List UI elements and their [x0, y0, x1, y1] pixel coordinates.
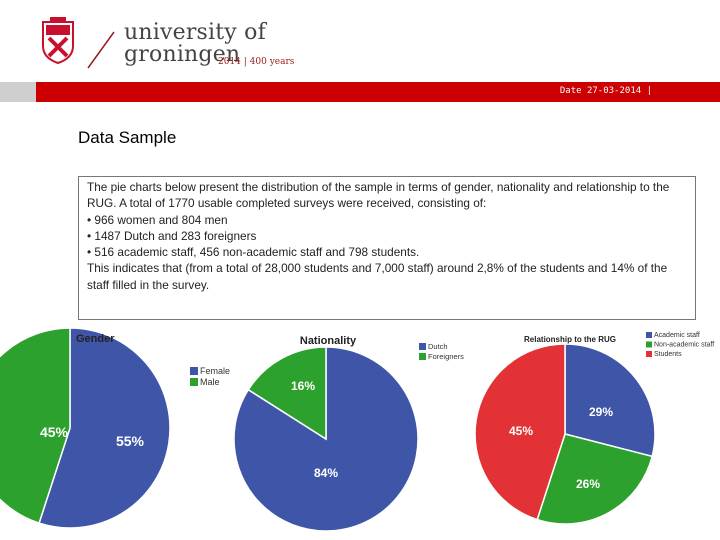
legend-label: Dutch: [428, 342, 448, 351]
slice-label: 55%: [116, 433, 145, 449]
slice-label: 26%: [576, 477, 600, 491]
bullet-text: 1487 Dutch and 283 foreigners: [94, 228, 257, 243]
legend-swatch: [419, 343, 426, 350]
university-crest-icon: [42, 17, 74, 64]
legend-label: Non-academic staff: [654, 342, 714, 349]
conclusion-text: This indicates that (from a total of 28,…: [87, 261, 668, 292]
slash-divider: [87, 31, 115, 69]
slice-label: 45%: [40, 424, 69, 440]
chart-title: Gender: [76, 333, 115, 345]
slice-label: 84%: [314, 466, 338, 480]
slice-label: 16%: [291, 379, 315, 393]
pie-chart-3: 29% 26% 45% Relationship to the RUG Academic…: [474, 332, 714, 525]
bullet-text: 966 women and 804 men: [94, 212, 228, 227]
bullet-text: 516 academic staff, 456 non-academic sta…: [94, 245, 420, 260]
header-red-bar: [0, 82, 720, 102]
chart-title: Relationship to the RUG: [524, 335, 616, 344]
legend-label: Male: [200, 377, 220, 387]
pie-slice: [474, 343, 566, 521]
pie-slice: [536, 433, 654, 525]
legend-swatch: [646, 341, 652, 348]
legend-swatch: [190, 378, 198, 386]
pie-slice: [564, 343, 656, 458]
slide-title: Data Sample: [78, 128, 177, 147]
legend-label: Foreigners: [428, 352, 464, 361]
legend-swatch: [646, 351, 652, 357]
legend-swatch: [190, 367, 198, 375]
legend-label: Female: [200, 366, 230, 376]
wordmark-groningen: groningen: [124, 42, 241, 67]
date-label: Date 27-03-2014 |: [559, 86, 652, 96]
bullet-item: • 966 women and 804 men: [87, 212, 228, 227]
pie-slice: [38, 327, 171, 529]
slice-label: 45%: [509, 424, 533, 438]
chart-title: Nationality: [300, 335, 357, 347]
wordmark-university: university of: [124, 20, 266, 45]
slice-label: 29%: [589, 405, 613, 419]
pie-slice: [247, 346, 327, 441]
header: university of groningen 2014 | 400 years: [0, 0, 720, 82]
legend-label: Academic staff: [654, 332, 700, 339]
intro-text: The pie charts below present the distrib…: [87, 180, 670, 211]
legend-swatch: [419, 353, 426, 360]
pie-slice: [0, 327, 71, 525]
text-box: The pie charts below present the distrib…: [78, 176, 696, 320]
bullet-item: • 516 academic staff, 456 non-academic s…: [87, 245, 420, 260]
anniversary-label: 2014 | 400 years: [218, 57, 295, 67]
bullet-item: • 1487 Dutch and 283 foreigners: [87, 228, 257, 243]
legend-swatch: [646, 332, 652, 338]
legend-label: Students: [654, 351, 682, 358]
header-gray-tab: [0, 82, 36, 102]
